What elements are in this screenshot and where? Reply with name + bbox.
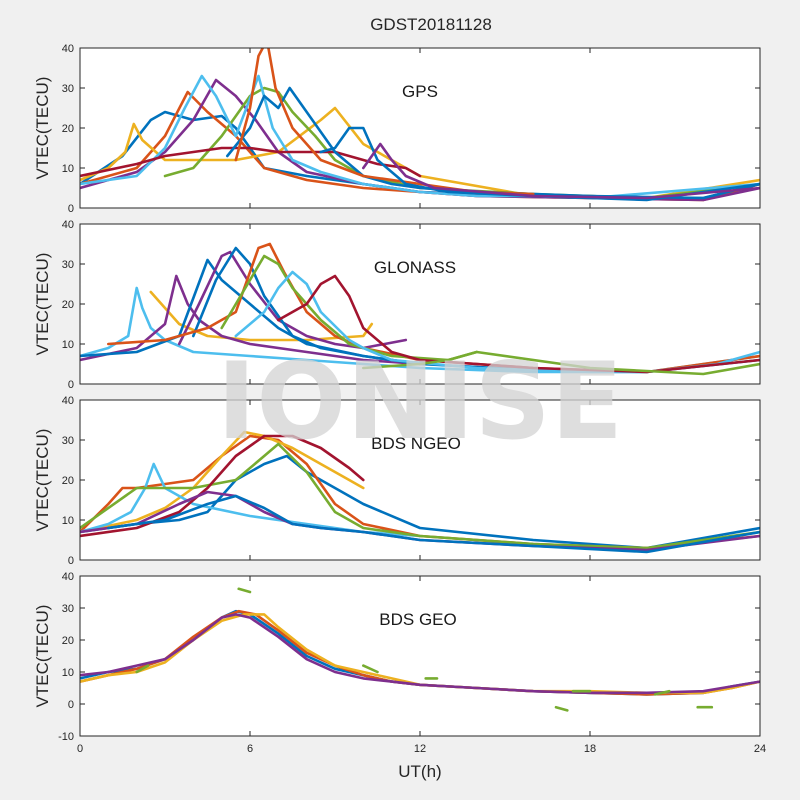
y-tick-label: 30 bbox=[62, 83, 74, 95]
series-line-0 bbox=[80, 286, 760, 374]
series-line-5 bbox=[80, 74, 760, 200]
y-axis-label: VTEC(TECU) bbox=[33, 605, 52, 708]
figure-title: GDST20181128 bbox=[370, 15, 492, 34]
y-tick-label: 30 bbox=[62, 259, 74, 271]
x-tick-label: 0 bbox=[77, 743, 83, 755]
series-line-7 bbox=[107, 494, 760, 554]
y-tick-label: -10 bbox=[58, 731, 74, 743]
y-tick-label: 10 bbox=[62, 515, 74, 527]
series-group bbox=[80, 587, 760, 712]
series-line-7 bbox=[226, 86, 760, 200]
series-line-3 bbox=[80, 613, 760, 695]
y-tick-label: 40 bbox=[62, 571, 74, 583]
series-line-8 bbox=[234, 48, 535, 196]
y-tick-label: 20 bbox=[62, 123, 74, 135]
series-line-8 bbox=[554, 705, 569, 712]
plot-area bbox=[80, 576, 760, 736]
y-tick-label: 10 bbox=[62, 339, 74, 351]
y-tick-label: 20 bbox=[62, 299, 74, 311]
panel-label: GLONASS bbox=[374, 258, 456, 277]
y-axis-label: VTEC(TECU) bbox=[33, 429, 52, 532]
series-line-10 bbox=[361, 350, 760, 376]
y-tick-label: 0 bbox=[68, 699, 74, 711]
y-tick-label: 0 bbox=[68, 379, 74, 391]
y-tick-label: 0 bbox=[68, 203, 74, 215]
y-tick-label: 30 bbox=[62, 435, 74, 447]
series-line-4 bbox=[177, 250, 408, 350]
series-group bbox=[80, 242, 760, 376]
panel-label: GPS bbox=[402, 82, 438, 101]
series-line-6 bbox=[361, 664, 379, 674]
series-line-4 bbox=[80, 442, 760, 550]
y-tick-label: 30 bbox=[62, 603, 74, 615]
x-tick-label: 6 bbox=[247, 743, 253, 755]
x-axis-label: UT(h) bbox=[398, 762, 441, 781]
panel-2: 0 10 20 30 40 VTEC(TECU) BDS NGEO bbox=[33, 395, 761, 567]
series-line-10 bbox=[361, 142, 760, 200]
y-tick-label: 20 bbox=[62, 635, 74, 647]
y-tick-label: 10 bbox=[62, 163, 74, 175]
series-line-10 bbox=[653, 689, 671, 696]
x-tick-label: 18 bbox=[584, 743, 596, 755]
series-group bbox=[80, 430, 760, 554]
y-axis-label: VTEC(TECU) bbox=[33, 77, 52, 180]
y-tick-label: 20 bbox=[62, 475, 74, 487]
y-axis-label: VTEC(TECU) bbox=[33, 253, 52, 356]
watermark: IONISE bbox=[217, 340, 623, 463]
panel-0: 0 10 20 30 40 VTEC(TECU) GPS bbox=[33, 43, 761, 215]
series-line-0 bbox=[80, 454, 760, 550]
series-line-5 bbox=[192, 246, 422, 366]
x-tick-label: 24 bbox=[754, 743, 766, 755]
series-line-4 bbox=[135, 664, 150, 674]
series-group bbox=[80, 48, 760, 202]
panel-1: 0 10 20 30 40 VTEC(TECU) GLONASS bbox=[33, 219, 761, 391]
series-line-2 bbox=[80, 106, 760, 200]
y-tick-label: 10 bbox=[62, 667, 74, 679]
y-tick-label: 40 bbox=[62, 43, 74, 55]
series-line-9 bbox=[276, 274, 760, 374]
panel-label: BDS NGEO bbox=[371, 434, 461, 453]
x-tick-label: 12 bbox=[414, 743, 426, 755]
series-line-2 bbox=[80, 430, 365, 534]
series-line-5 bbox=[237, 587, 252, 594]
y-tick-label: 40 bbox=[62, 395, 74, 407]
y-tick-label: 0 bbox=[68, 555, 74, 567]
y-tick-label: 40 bbox=[62, 219, 74, 231]
panel-label: BDS GEO bbox=[379, 610, 456, 629]
